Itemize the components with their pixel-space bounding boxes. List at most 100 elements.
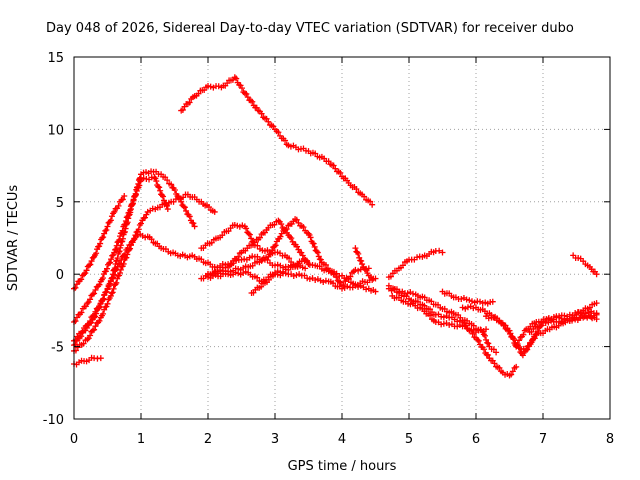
data-point (361, 266, 368, 273)
data-point (183, 207, 190, 214)
data-point (102, 227, 109, 234)
data-point (138, 220, 144, 227)
data-point (123, 220, 130, 227)
data-point (96, 304, 103, 311)
data-point (179, 106, 186, 113)
data-point (363, 266, 370, 273)
data-point (277, 233, 284, 240)
data-point (519, 352, 526, 359)
data-point (506, 327, 513, 334)
data-point (228, 261, 235, 268)
data-point (125, 212, 132, 219)
data-point (97, 240, 104, 247)
x-tick-label: 7 (539, 432, 547, 447)
data-point (129, 239, 136, 246)
data-point (235, 253, 242, 260)
data-point (516, 337, 523, 344)
data-point (315, 253, 322, 260)
data-point (456, 322, 463, 329)
data-point (513, 363, 520, 370)
data-point (92, 313, 99, 320)
data-point (186, 99, 193, 106)
axis-ticks: 0 1 2 3 4 5 6 7 8 -10 -5 0 5 10 15 (43, 51, 614, 447)
data-point (84, 336, 91, 343)
data-point (119, 196, 126, 203)
data-point (312, 276, 319, 283)
data-point (103, 227, 110, 234)
data-point (107, 259, 114, 266)
data-point (306, 276, 313, 283)
data-point (92, 286, 99, 293)
data-point (137, 174, 144, 181)
data-point (265, 276, 272, 283)
x-tick-label: 6 (472, 432, 480, 447)
data-point (160, 193, 167, 200)
data-points (71, 74, 600, 379)
x-tick-label: 5 (405, 432, 413, 447)
data-point (436, 247, 443, 254)
chart-title: Day 048 of 2026, Sidereal Day-to-day VTE… (46, 21, 574, 36)
data-point (459, 304, 466, 311)
data-point (337, 279, 344, 286)
data-point (100, 295, 107, 302)
data-point (114, 263, 121, 270)
data-point (83, 267, 90, 274)
series-arc-17 (389, 292, 490, 336)
series-arc-13 (352, 245, 379, 282)
data-point (489, 298, 496, 305)
data-point (117, 242, 124, 249)
data-point (282, 137, 289, 144)
data-point (127, 206, 134, 213)
data-point (85, 335, 92, 342)
data-point (130, 196, 137, 203)
data-point (282, 270, 289, 277)
data-point (97, 355, 104, 362)
data-point (84, 300, 91, 307)
series-arc-23 (570, 252, 600, 278)
data-point (72, 284, 79, 291)
data-point (496, 364, 503, 371)
data-point (286, 255, 293, 262)
data-point (92, 323, 99, 330)
data-point (87, 332, 94, 339)
series-arc-18 (439, 288, 496, 307)
data-point (81, 271, 88, 278)
data-point (270, 123, 277, 130)
data-point (245, 230, 252, 237)
data-point (82, 270, 89, 277)
data-point (471, 299, 478, 306)
data-point (254, 274, 261, 281)
data-point (82, 303, 89, 310)
series-arc-2 (71, 174, 171, 325)
data-point (142, 214, 149, 221)
series-arc-1 (71, 193, 128, 292)
data-point (168, 181, 175, 188)
data-point (116, 248, 123, 255)
data-point (313, 248, 320, 255)
data-point (104, 300, 111, 307)
data-point (116, 270, 123, 277)
data-point (463, 296, 470, 303)
data-point (510, 335, 517, 342)
data-point (164, 206, 171, 213)
data-point (483, 336, 490, 343)
data-point (117, 266, 124, 273)
data-point (301, 272, 308, 279)
data-point (490, 346, 497, 353)
data-point (135, 226, 142, 233)
data-point (469, 330, 476, 337)
data-point (107, 292, 114, 299)
data-point (121, 229, 128, 236)
data-point (527, 323, 534, 330)
data-point (507, 330, 514, 337)
data-point (274, 261, 281, 268)
data-point (157, 187, 164, 194)
data-point (414, 254, 421, 261)
data-point (124, 245, 131, 252)
data-point (195, 90, 202, 97)
data-point (113, 279, 120, 286)
data-point (340, 281, 347, 288)
data-point (391, 286, 398, 293)
data-point (508, 371, 515, 378)
y-tick-label: 0 (56, 268, 64, 283)
